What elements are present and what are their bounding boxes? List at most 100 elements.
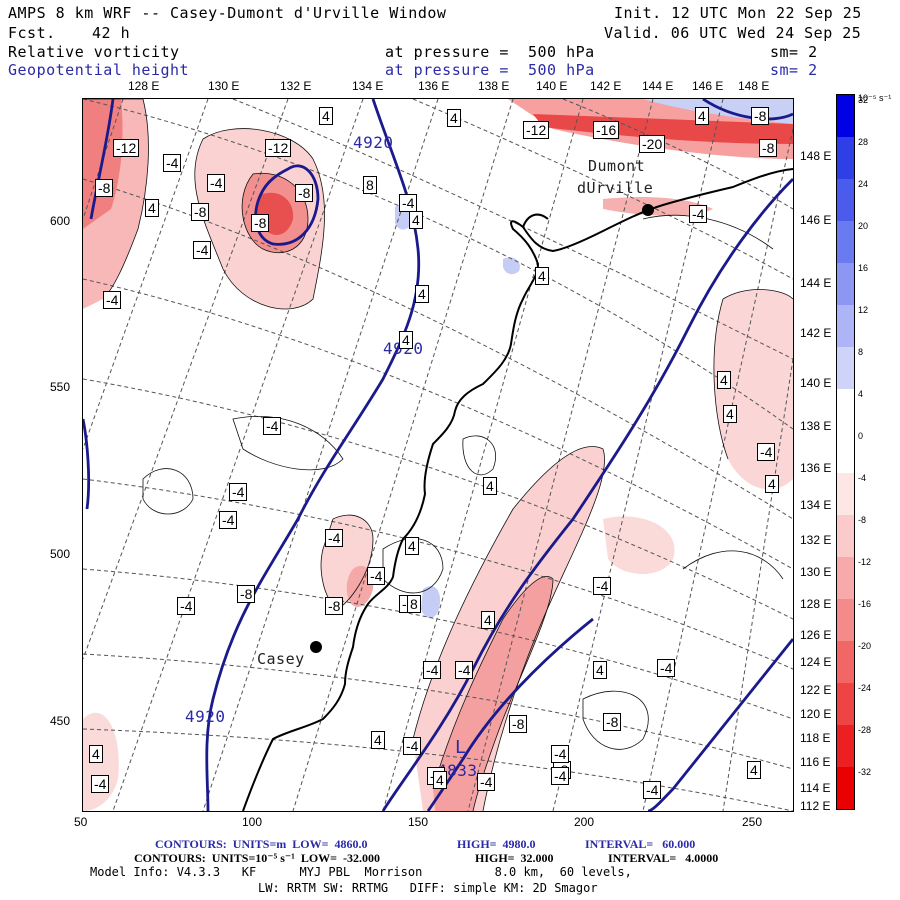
colorbar-swatch bbox=[837, 431, 854, 473]
lon-label-right: 124 E bbox=[800, 655, 832, 669]
vorticity-contour-label: -20 bbox=[639, 135, 666, 153]
vorticity-contour-label: -8 bbox=[509, 715, 528, 733]
height-contour-label: 4920 bbox=[185, 707, 226, 726]
field1-pressure: at pressure = 500 hPa bbox=[385, 43, 595, 61]
station-label: Casey bbox=[257, 650, 305, 668]
colorbar-label: 20 bbox=[858, 221, 869, 231]
colorbar-label: -28 bbox=[858, 725, 872, 735]
colorbar-label: 32 bbox=[858, 95, 869, 105]
field2-smoothing: sm= 2 bbox=[770, 61, 818, 79]
vorticity-contour-label: 4 bbox=[593, 661, 607, 679]
footer-height-contours: CONTOURS: UNITS=m LOW= 4860.0 bbox=[155, 837, 368, 851]
lon-label-right: 112 E bbox=[800, 799, 831, 813]
y-tick-label: 550 bbox=[50, 380, 71, 394]
vorticity-contour-label: -4 bbox=[643, 781, 662, 799]
colorbar-label: -4 bbox=[858, 473, 867, 483]
vorticity-contour-label: -4 bbox=[103, 291, 122, 309]
vorticity-contour-label: 4 bbox=[717, 371, 731, 389]
vorticity-contour-label: 4 bbox=[765, 475, 779, 493]
vorticity-contour-label: 8 bbox=[407, 595, 421, 613]
vorticity-contour-label: -4 bbox=[403, 737, 422, 755]
vorticity-contour-label: 4 bbox=[89, 745, 103, 763]
colorbar-label: -16 bbox=[858, 599, 872, 609]
vorticity-contour-label: -4 bbox=[91, 775, 110, 793]
station-casey-marker bbox=[310, 641, 322, 653]
map-canvas bbox=[83, 99, 793, 811]
lon-label-top: 144 E bbox=[642, 79, 674, 93]
vorticity-contour-label: -4 bbox=[367, 567, 386, 585]
vorticity-contour-label: -4 bbox=[193, 241, 212, 259]
vorticity-contour-label: 4 bbox=[695, 107, 709, 125]
lon-label-top: 138 E bbox=[478, 79, 510, 93]
vorticity-contour-label: -8 bbox=[325, 597, 344, 615]
colorbar-swatch bbox=[837, 683, 854, 725]
colorbar-swatch bbox=[837, 473, 854, 515]
vorticity-contour-label: -4 bbox=[551, 767, 570, 785]
field1-name: Relative vorticity bbox=[8, 43, 180, 61]
colorbar-label: -8 bbox=[858, 515, 867, 525]
lon-label-right: 114 E bbox=[800, 781, 831, 795]
lon-label-top: 140 E bbox=[536, 79, 568, 93]
lon-label-right: 128 E bbox=[800, 597, 832, 611]
vorticity-contour-label: 4 bbox=[433, 771, 447, 789]
station-label: dUrville bbox=[577, 179, 654, 197]
vorticity-contour-label: -4 bbox=[757, 443, 776, 461]
lon-label-top: 132 E bbox=[280, 79, 312, 93]
vorticity-contour-label: -4 bbox=[689, 205, 708, 223]
colorbar-swatch bbox=[837, 347, 854, 389]
lon-label-right: 144 E bbox=[800, 276, 832, 290]
plot-title: AMPS 8 km WRF -- Casey-Dumont d'Urville … bbox=[8, 4, 447, 22]
vorticity-contour-label: -4 bbox=[423, 661, 442, 679]
y-tick-label: 500 bbox=[50, 547, 71, 561]
colorbar-swatch bbox=[837, 767, 854, 809]
x-tick-label: 100 bbox=[242, 815, 263, 829]
height-contour-label: 4920 bbox=[353, 133, 394, 152]
low-center-value: 4833 bbox=[437, 761, 478, 780]
vorticity-contour-label: -8 bbox=[95, 179, 114, 197]
vorticity-contour-label: -12 bbox=[113, 139, 140, 157]
vorticity-contour-label: -8 bbox=[191, 203, 210, 221]
vorticity-contour-label: -12 bbox=[265, 139, 292, 157]
footer-vort-interval: INTERVAL= 4.0000 bbox=[608, 851, 719, 865]
vorticity-contour-label: -8 bbox=[237, 585, 256, 603]
forecast-label: Fcst. bbox=[8, 24, 56, 42]
vorticity-contour-label: -4 bbox=[219, 511, 238, 529]
vorticity-contour-label: 8 bbox=[363, 176, 377, 194]
y-tick-label: 450 bbox=[50, 714, 71, 728]
vorticity-contour-label: -16 bbox=[593, 121, 620, 139]
valid-time: Valid. 06 UTC Wed 24 Sep 25 bbox=[604, 24, 862, 42]
vorticity-contour-label: -8 bbox=[603, 713, 622, 731]
x-tick-label: 50 bbox=[74, 815, 88, 829]
vorticity-contour-label: -8 bbox=[751, 107, 770, 125]
colorbar-label: -24 bbox=[858, 683, 872, 693]
coastline bbox=[242, 168, 793, 811]
colorbar-swatch bbox=[837, 389, 854, 431]
map-panel[interactable]: DumontdUrvilleCasey492049204920L4833-12-… bbox=[82, 98, 794, 812]
vorticity-contour-label: 4 bbox=[483, 477, 497, 495]
vorticity-contour-label: -4 bbox=[593, 577, 612, 595]
colorbar-swatch bbox=[837, 641, 854, 683]
x-tick-label: 200 bbox=[574, 815, 595, 829]
colorbar-swatch bbox=[837, 263, 854, 305]
vorticity-contour-label: -4 bbox=[551, 745, 570, 763]
lon-label-right: 140 E bbox=[800, 376, 832, 390]
colorbar-swatch bbox=[837, 137, 854, 179]
vorticity-contour-label: 4 bbox=[371, 731, 385, 749]
footer-physics: LW: RRTM SW: RRTMG DIFF: simple KM: 2D S… bbox=[258, 881, 598, 895]
colorbar-unit: 10⁻⁵ s⁻¹ bbox=[858, 93, 892, 103]
field1-smoothing: sm= 2 bbox=[770, 43, 818, 61]
lon-label-top: 136 E bbox=[418, 79, 450, 93]
colorbar-label: 24 bbox=[858, 179, 869, 189]
lon-label-right: 122 E bbox=[800, 683, 832, 697]
lon-label-top: 130 E bbox=[208, 79, 240, 93]
vorticity-contour-label: -4 bbox=[325, 529, 344, 547]
lon-label-right: 126 E bbox=[800, 628, 832, 642]
footer-height-interval: INTERVAL= 60.000 bbox=[585, 837, 696, 851]
colorbar-label: 0 bbox=[858, 431, 864, 441]
vorticity-contour-label: -4 bbox=[399, 194, 418, 212]
vorticity-contour-label: -12 bbox=[523, 121, 550, 139]
vorticity-contour-label: 4 bbox=[319, 107, 333, 125]
lon-label-top: 146 E bbox=[692, 79, 724, 93]
vorticity-contour-label: -4 bbox=[657, 659, 676, 677]
lon-label-top: 142 E bbox=[590, 79, 622, 93]
